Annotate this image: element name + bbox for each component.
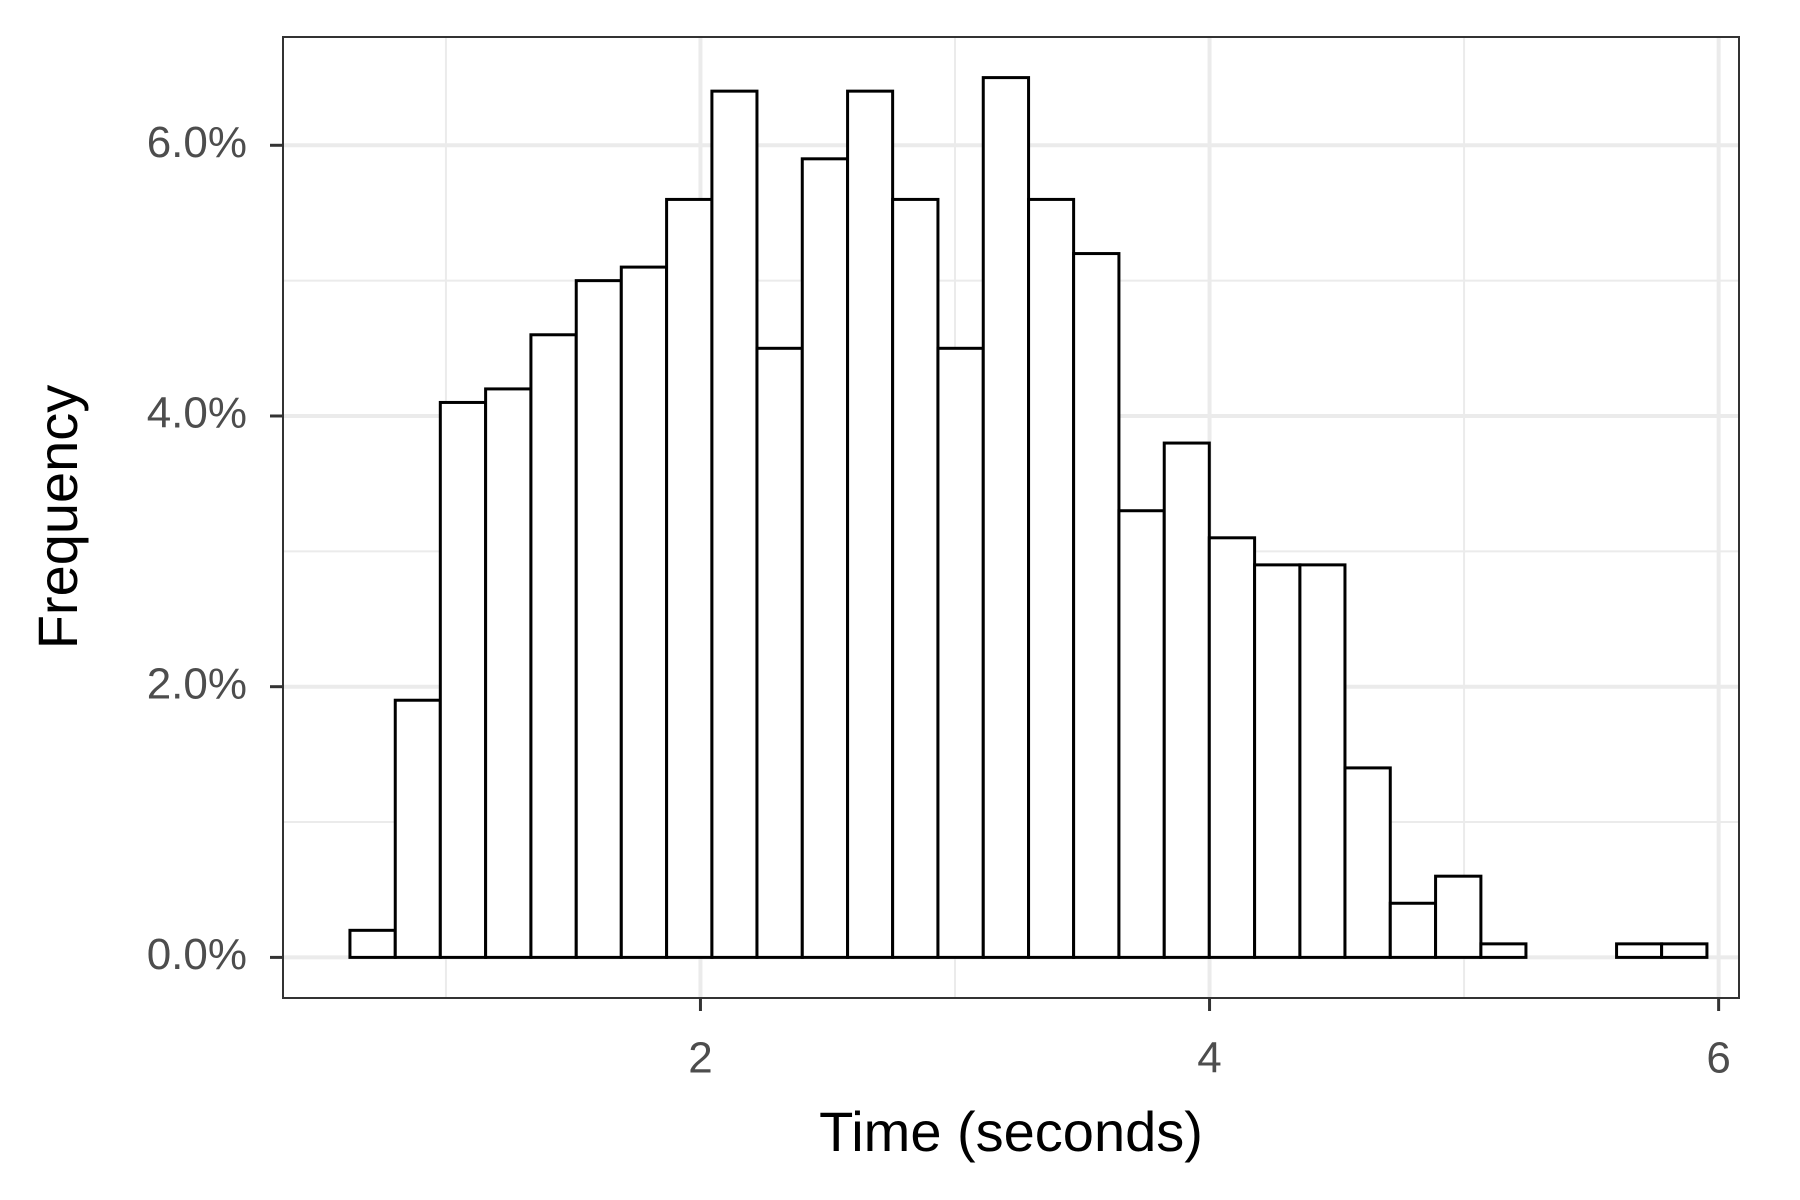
bar xyxy=(438,400,488,959)
bar xyxy=(1298,563,1347,959)
bar xyxy=(665,197,714,959)
bar xyxy=(1072,252,1121,959)
y-tick-label: 0.0% xyxy=(147,930,247,979)
bar xyxy=(710,89,759,959)
bar xyxy=(1615,942,1664,959)
bar xyxy=(1162,441,1211,959)
bar xyxy=(1660,942,1709,959)
panel-border xyxy=(282,36,1740,999)
bar xyxy=(1207,536,1257,959)
x-axis-title: Time (seconds) xyxy=(819,1100,1203,1163)
bar xyxy=(891,197,940,959)
bar xyxy=(393,698,442,959)
bar xyxy=(1027,197,1076,959)
bar xyxy=(981,76,1031,959)
bar xyxy=(1117,509,1166,959)
bar xyxy=(1343,766,1392,959)
bar xyxy=(619,265,669,959)
y-axis-title: Frequency xyxy=(26,385,89,650)
bar xyxy=(800,157,850,959)
bar xyxy=(755,346,804,959)
bar xyxy=(574,279,623,959)
bar xyxy=(846,89,895,959)
bar xyxy=(484,387,533,959)
y-tick-label: 4.0% xyxy=(147,389,247,438)
bar xyxy=(1434,874,1483,959)
bar xyxy=(529,333,578,959)
x-tick-label: 6 xyxy=(1706,1034,1730,1083)
bar xyxy=(1479,942,1528,959)
y-tick-label: 6.0% xyxy=(147,118,247,167)
x-tick-label: 2 xyxy=(688,1034,712,1083)
y-tick-label: 2.0% xyxy=(147,659,247,708)
bar xyxy=(936,346,985,959)
bar xyxy=(1253,563,1302,959)
bar xyxy=(348,928,397,959)
bar xyxy=(1388,901,1438,959)
x-tick-label: 4 xyxy=(1197,1034,1221,1083)
